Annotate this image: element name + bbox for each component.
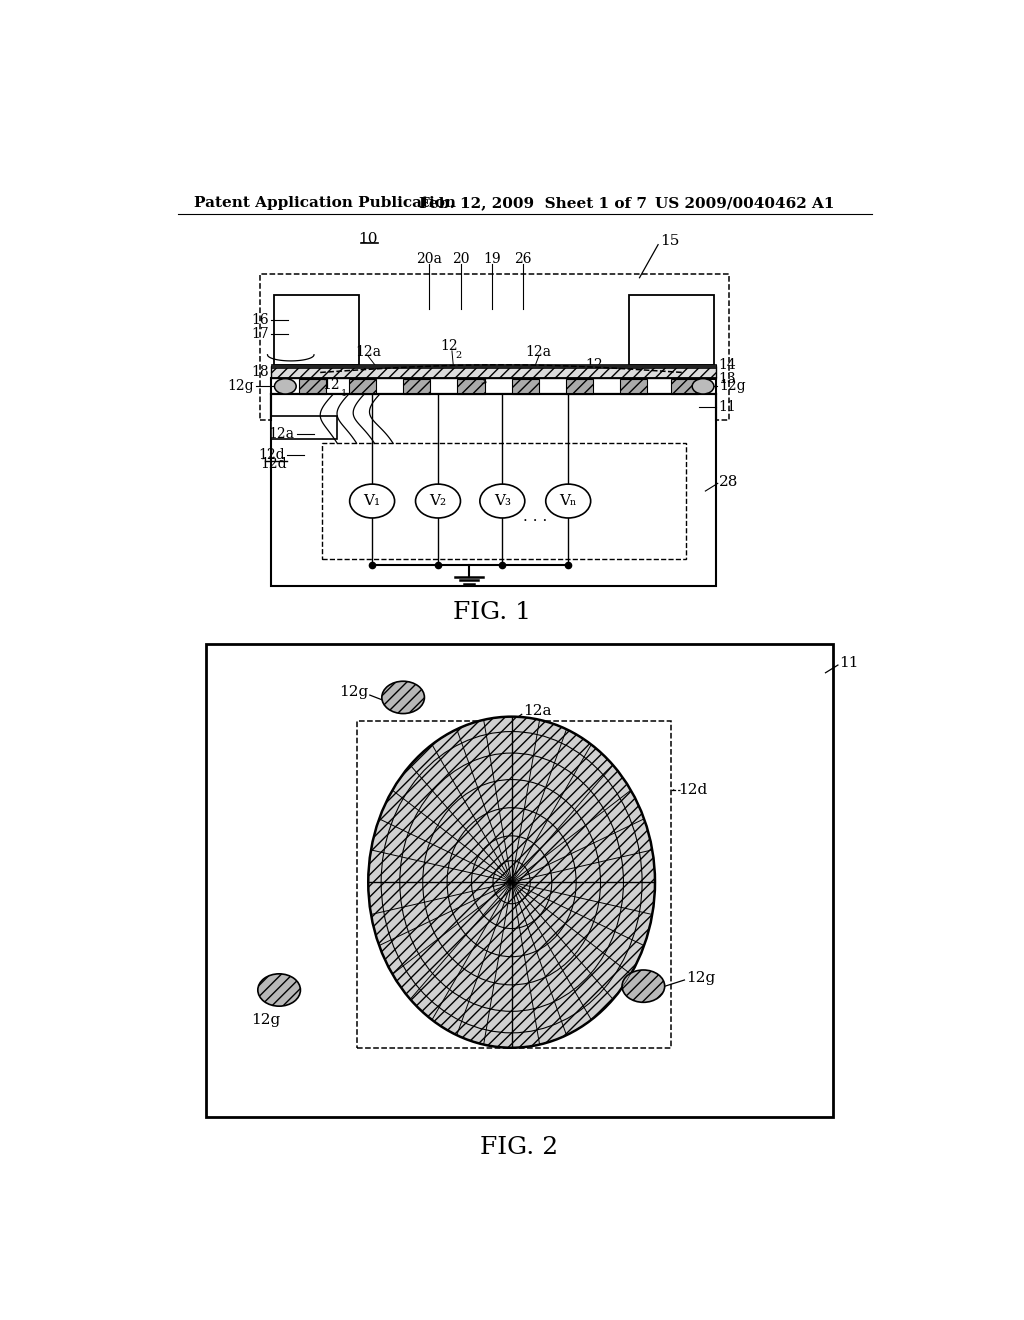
Text: 12a: 12a — [355, 346, 381, 359]
Text: n: n — [604, 370, 610, 379]
Text: V₂: V₂ — [429, 494, 446, 508]
Bar — [349, 379, 376, 395]
Text: · · ·: · · · — [523, 513, 548, 528]
Text: 15: 15 — [659, 234, 679, 248]
Text: 12g: 12g — [686, 972, 715, 986]
Text: Vₙ: Vₙ — [559, 494, 577, 508]
Text: V₃: V₃ — [494, 494, 511, 508]
Text: 11: 11 — [840, 656, 859, 669]
Text: 19: 19 — [483, 252, 501, 265]
Text: 12d: 12d — [260, 457, 287, 471]
Bar — [271, 395, 716, 420]
Text: 12a: 12a — [525, 346, 552, 359]
Bar — [512, 379, 539, 395]
Bar — [621, 379, 647, 395]
Text: 10: 10 — [358, 232, 378, 247]
Bar — [260, 275, 729, 420]
Bar — [629, 296, 714, 364]
Text: 12: 12 — [586, 358, 603, 372]
Text: 2: 2 — [455, 351, 461, 360]
Bar — [322, 444, 686, 558]
Text: 12g: 12g — [339, 685, 369, 700]
Text: 17: 17 — [251, 327, 269, 341]
Text: 13: 13 — [719, 372, 736, 385]
Text: 1: 1 — [340, 389, 346, 399]
Text: FIG. 1: FIG. 1 — [454, 601, 531, 624]
Ellipse shape — [349, 484, 394, 517]
Text: 12: 12 — [440, 339, 459, 354]
Ellipse shape — [369, 717, 655, 1048]
Bar — [273, 296, 359, 364]
Text: Patent Application Publication: Patent Application Publication — [194, 197, 456, 210]
Text: 12g: 12g — [719, 379, 745, 393]
Text: 12: 12 — [322, 378, 340, 392]
Text: FIG. 2: FIG. 2 — [480, 1137, 558, 1159]
Ellipse shape — [692, 379, 714, 395]
Text: 20: 20 — [453, 252, 470, 265]
Text: 14: 14 — [719, 358, 736, 372]
Bar — [271, 393, 716, 586]
Bar — [458, 379, 484, 395]
Ellipse shape — [546, 484, 591, 517]
Ellipse shape — [622, 970, 665, 1002]
Ellipse shape — [382, 681, 424, 714]
Text: 28: 28 — [719, 475, 738, 488]
Ellipse shape — [480, 484, 524, 517]
Text: US 2009/0040462 A1: US 2009/0040462 A1 — [655, 197, 835, 210]
Text: 12g: 12g — [251, 1014, 281, 1027]
Text: 18: 18 — [252, 364, 269, 379]
Bar — [403, 379, 430, 395]
Text: Feb. 12, 2009  Sheet 1 of 7: Feb. 12, 2009 Sheet 1 of 7 — [419, 197, 646, 210]
Text: 12g: 12g — [227, 379, 254, 393]
Text: 26: 26 — [514, 252, 532, 265]
Ellipse shape — [258, 974, 300, 1006]
Bar — [299, 379, 326, 395]
Text: 12d: 12d — [678, 783, 708, 797]
Text: 11: 11 — [719, 400, 736, 414]
Bar — [671, 379, 697, 395]
Text: V₁: V₁ — [364, 494, 381, 508]
Text: 16: 16 — [252, 313, 269, 327]
Ellipse shape — [274, 379, 296, 395]
Text: 12a: 12a — [523, 705, 552, 718]
Ellipse shape — [416, 484, 461, 517]
Bar — [271, 367, 716, 378]
Text: 20a: 20a — [416, 252, 441, 265]
Bar — [271, 364, 716, 368]
Bar — [206, 644, 834, 1117]
Bar — [271, 416, 337, 440]
Text: 12a: 12a — [268, 428, 295, 441]
Text: 12d: 12d — [258, 447, 285, 462]
Text: 12: 12 — [462, 366, 479, 379]
Bar — [356, 721, 671, 1048]
Text: 3: 3 — [480, 378, 486, 385]
Bar — [566, 379, 593, 395]
